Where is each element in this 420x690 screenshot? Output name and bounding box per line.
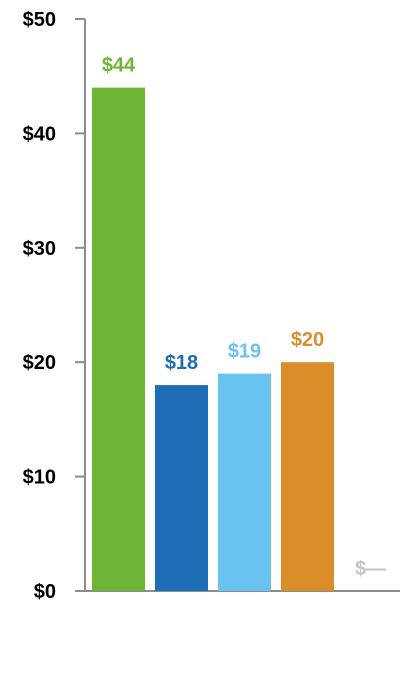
bar xyxy=(155,385,208,591)
y-tick-label: $50 xyxy=(23,9,56,31)
y-tick-label: $0 xyxy=(34,581,56,603)
y-axis-ticks: $0 $10 $20 $30 $40 $50 xyxy=(23,9,85,603)
bar-value-label: $20 xyxy=(291,329,324,351)
bars-group xyxy=(92,87,334,591)
y-tick-label: $20 xyxy=(23,352,56,374)
y-tick-label: $10 xyxy=(23,467,56,489)
bar-value-label: $44 xyxy=(102,55,136,77)
y-tick-label: $30 xyxy=(23,238,56,260)
bar xyxy=(281,362,334,591)
y-tick-label: $40 xyxy=(23,123,56,145)
bar-value-label: $19 xyxy=(228,341,261,363)
bar xyxy=(218,373,271,591)
bar xyxy=(92,87,145,591)
bar-value-label: $18 xyxy=(165,352,198,374)
bar-value-label: $— xyxy=(355,558,386,580)
data-labels-group: $44 $18 $19 $20 $— xyxy=(102,55,386,580)
